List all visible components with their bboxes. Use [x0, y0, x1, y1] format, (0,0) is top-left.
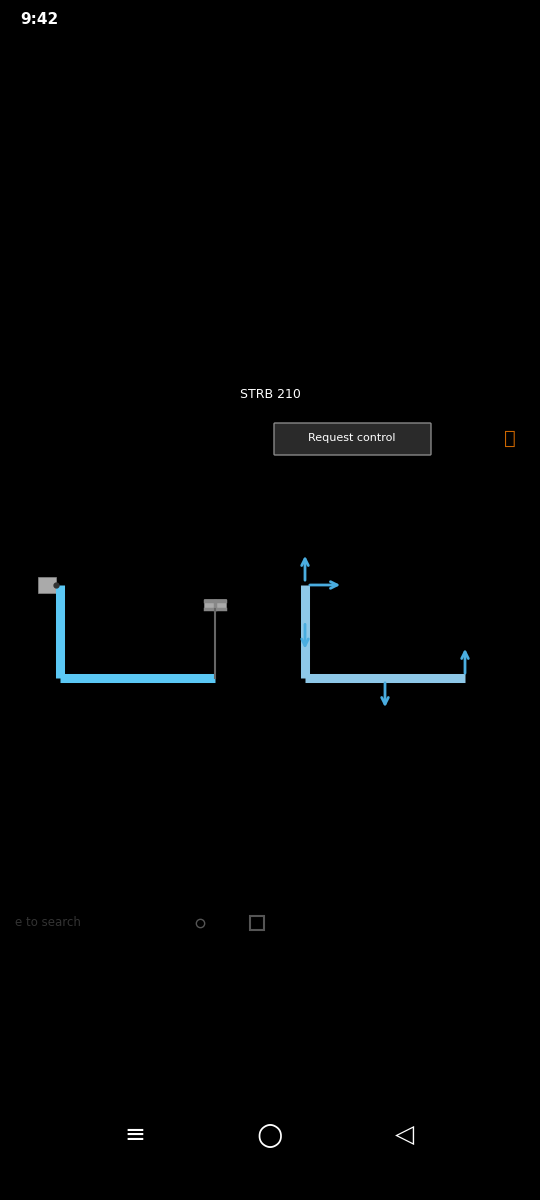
Text: C: C [219, 682, 229, 696]
Text: 2 m: 2 m [333, 718, 357, 731]
Text: $A_y$: $A_y$ [309, 551, 327, 569]
Text: FBD: FBD [359, 743, 392, 758]
Text: $W_{BC}$=320(9.81) N: $W_{BC}$=320(9.81) N [390, 684, 494, 700]
Text: e to search: e to search [15, 917, 81, 930]
Text: A: A [64, 568, 73, 582]
Text: 2 m: 2 m [413, 718, 437, 731]
Text: y: y [492, 544, 500, 558]
Text: x: x [520, 581, 528, 595]
Text: ◁: ◁ [395, 1123, 415, 1147]
Text: Request control: Request control [308, 433, 396, 443]
Text: The 480-kg bent bar: The 480-kg bent bar [42, 502, 197, 517]
Text: C: C [469, 671, 479, 685]
Text: Fig. P4.15: Fig. P4.15 [223, 862, 317, 878]
Text: ≡: ≡ [125, 1123, 145, 1147]
Text: Solve Prob. 4.13 if the force: Solve Prob. 4.13 if the force [42, 478, 249, 493]
Text: . Determine the pin reactions and the force in the: . Determine the pin reactions and the fo… [184, 524, 540, 539]
Text: 2 m: 2 m [20, 625, 44, 638]
Text: A: A [291, 578, 300, 592]
Bar [204, 599, 226, 608]
FancyBboxPatch shape [38, 577, 56, 593]
Text: of uniform cross section is supported by a pin at: of uniform cross section is supported by… [215, 502, 540, 517]
FancyBboxPatch shape [274, 422, 431, 455]
Text: C: C [175, 524, 185, 539]
Text: pushes rather than pulls.: pushes rather than pulls. [280, 478, 469, 493]
Text: ○: ○ [256, 1121, 284, 1150]
Text: P: P [272, 478, 281, 493]
Text: $A_x$: $A_x$ [347, 577, 365, 593]
Text: ABC: ABC [186, 502, 216, 517]
Text: and a vertical cable at: and a vertical cable at [21, 524, 194, 539]
Text: 15: 15 [12, 502, 34, 517]
Text: $T$: $T$ [469, 644, 481, 658]
Text: A: A [12, 524, 22, 539]
Text: 9:42: 9:42 [20, 12, 58, 28]
Text: B: B [44, 682, 54, 696]
Text: STRB 210: STRB 210 [240, 389, 300, 402]
Text: ble.: ble. [12, 546, 39, 560]
Text: ⛹: ⛹ [504, 428, 516, 448]
Text: 14: 14 [12, 478, 34, 493]
Text: $W_{AB}$=160(9.81) N: $W_{AB}$=160(9.81) N [313, 618, 417, 635]
Text: B: B [291, 671, 300, 685]
Text: 4 m: 4 m [125, 692, 150, 704]
